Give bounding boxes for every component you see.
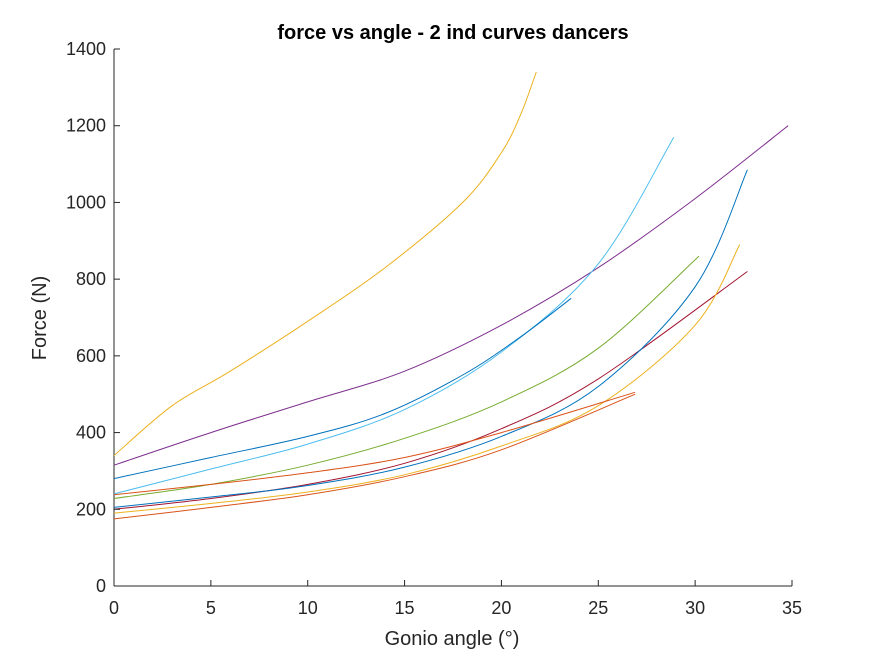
plot-area [113,49,792,587]
x-tick-label: 15 [395,598,415,618]
x-tick-label: 10 [298,598,318,618]
y-axis-ticks: 0 200 400 600 800 1000 1200 1400 [66,39,120,596]
series-line-7 [113,169,748,508]
x-tick-label: 20 [491,598,511,618]
x-axis-label: Gonio angle (°) [385,628,520,650]
y-tick-label: 1000 [66,192,106,212]
x-tick-label: 5 [206,598,216,618]
y-tick-label: 1400 [66,39,106,59]
chart-title: force vs angle - 2 ind curves dancers [277,22,628,44]
y-tick-label: 600 [76,346,106,366]
x-tick-label: 25 [588,598,608,618]
series-line-2 [113,125,789,466]
x-tick-label: 35 [782,598,802,618]
series-group [113,71,789,520]
y-tick-label: 1200 [66,116,106,136]
x-tick-label: 0 [109,598,119,618]
x-tick-label: 30 [685,598,705,618]
series-line-10 [113,393,636,520]
y-axis-label: Force (N) [29,276,51,360]
series-line-6 [113,271,748,510]
y-tick-label: 400 [76,423,106,443]
y-tick-label: 0 [96,576,106,596]
series-line-3 [113,136,675,495]
y-tick-label: 800 [76,269,106,289]
y-tick-label: 200 [76,499,106,519]
series-line-1 [113,71,537,456]
series-line-9 [113,391,636,496]
series-line-8 [113,244,741,514]
x-axis-ticks: 0 5 10 15 20 25 30 35 [109,580,802,618]
series-line-4 [113,297,572,480]
